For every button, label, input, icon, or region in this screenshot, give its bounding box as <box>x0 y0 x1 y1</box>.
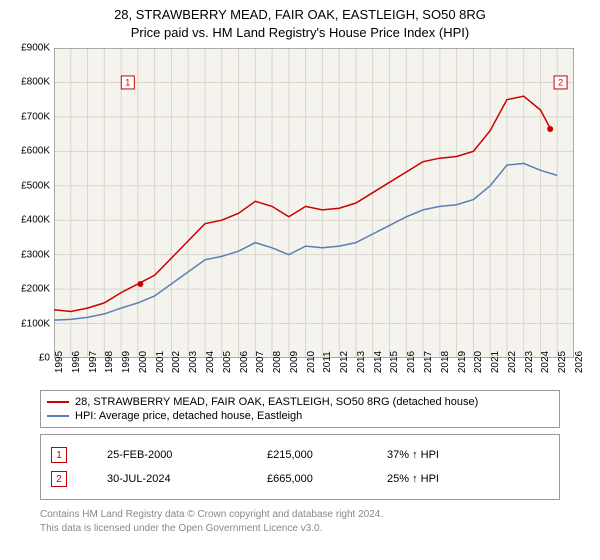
x-tick-label: 2005 <box>222 351 233 373</box>
x-tick-label: 2009 <box>289 351 300 373</box>
y-tick-label: £600K <box>21 146 50 157</box>
x-tick-label: 2022 <box>507 351 518 373</box>
x-tick-label: 2008 <box>272 351 283 373</box>
x-tick-label: 2015 <box>389 351 400 373</box>
footer-line2: This data is licensed under the Open Gov… <box>40 522 560 536</box>
footer-line1: Contains HM Land Registry data © Crown c… <box>40 508 560 522</box>
x-tick-label: 2000 <box>138 351 149 373</box>
x-tick-label: 2025 <box>557 351 568 373</box>
x-tick-label: 2026 <box>574 351 585 373</box>
legend-item: 28, STRAWBERRY MEAD, FAIR OAK, EASTLEIGH… <box>47 395 553 409</box>
x-tick-label: 2003 <box>188 351 199 373</box>
x-tick-label: 2010 <box>306 351 317 373</box>
x-tick-label: 2023 <box>524 351 535 373</box>
y-tick-label: £200K <box>21 284 50 295</box>
y-tick-label: £700K <box>21 111 50 122</box>
transaction-date: 25-FEB-2000 <box>107 449 227 461</box>
transactions-table: 1 25-FEB-2000 £215,000 37% ↑ HPI 2 30-JU… <box>40 434 560 500</box>
transaction-pct: 37% ↑ HPI <box>387 449 487 461</box>
x-tick-label: 2001 <box>155 351 166 373</box>
page-container: 28, STRAWBERRY MEAD, FAIR OAK, EASTLEIGH… <box>0 0 600 560</box>
x-tick-label: 2007 <box>255 351 266 373</box>
y-tick-label: £0 <box>39 353 50 364</box>
x-tick-label: 2014 <box>373 351 384 373</box>
y-tick-label: £800K <box>21 77 50 88</box>
x-tick-label: 1997 <box>88 351 99 373</box>
x-tick-label: 1999 <box>121 351 132 373</box>
transaction-date: 30-JUL-2024 <box>107 473 227 485</box>
transaction-row: 2 30-JUL-2024 £665,000 25% ↑ HPI <box>51 467 549 491</box>
legend-swatch <box>47 415 69 417</box>
y-tick-label: £500K <box>21 180 50 191</box>
svg-text:2: 2 <box>558 77 563 87</box>
x-tick-label: 2011 <box>322 351 333 373</box>
chart-area: 12 £0£100K£200K£300K£400K£500K£600K£700K… <box>54 48 574 358</box>
x-tick-label: 2002 <box>171 351 182 373</box>
y-tick-label: £900K <box>21 43 50 54</box>
transaction-row: 1 25-FEB-2000 £215,000 37% ↑ HPI <box>51 443 549 467</box>
x-tick-label: 2020 <box>473 351 484 373</box>
transaction-price: £215,000 <box>267 449 347 461</box>
y-tick-label: £400K <box>21 215 50 226</box>
legend: 28, STRAWBERRY MEAD, FAIR OAK, EASTLEIGH… <box>40 390 560 428</box>
y-tick-label: £300K <box>21 249 50 260</box>
x-tick-label: 2004 <box>205 351 216 373</box>
x-tick-label: 2013 <box>356 351 367 373</box>
legend-item: HPI: Average price, detached house, East… <box>47 409 553 423</box>
marker-badge: 2 <box>51 471 67 487</box>
y-tick-label: £100K <box>21 318 50 329</box>
x-tick-label: 1996 <box>71 351 82 373</box>
svg-text:1: 1 <box>125 77 130 87</box>
x-tick-label: 2018 <box>440 351 451 373</box>
footer: Contains HM Land Registry data © Crown c… <box>40 508 560 535</box>
legend-label: 28, STRAWBERRY MEAD, FAIR OAK, EASTLEIGH… <box>75 396 478 408</box>
line-chart: 12 <box>54 48 574 358</box>
transaction-pct: 25% ↑ HPI <box>387 473 487 485</box>
legend-label: HPI: Average price, detached house, East… <box>75 410 302 422</box>
x-tick-label: 1995 <box>54 351 65 373</box>
x-tick-label: 2019 <box>457 351 468 373</box>
x-tick-label: 2024 <box>540 351 551 373</box>
x-tick-label: 2016 <box>406 351 417 373</box>
x-tick-label: 2012 <box>339 351 350 373</box>
legend-swatch <box>47 401 69 403</box>
x-tick-label: 2021 <box>490 351 501 373</box>
x-tick-label: 1998 <box>104 351 115 373</box>
x-tick-label: 2017 <box>423 351 434 373</box>
title-line1: 28, STRAWBERRY MEAD, FAIR OAK, EASTLEIGH… <box>0 6 600 24</box>
transaction-price: £665,000 <box>267 473 347 485</box>
chart-title: 28, STRAWBERRY MEAD, FAIR OAK, EASTLEIGH… <box>0 0 600 41</box>
marker-badge: 1 <box>51 447 67 463</box>
title-line2: Price paid vs. HM Land Registry's House … <box>0 24 600 42</box>
x-tick-label: 2006 <box>239 351 250 373</box>
